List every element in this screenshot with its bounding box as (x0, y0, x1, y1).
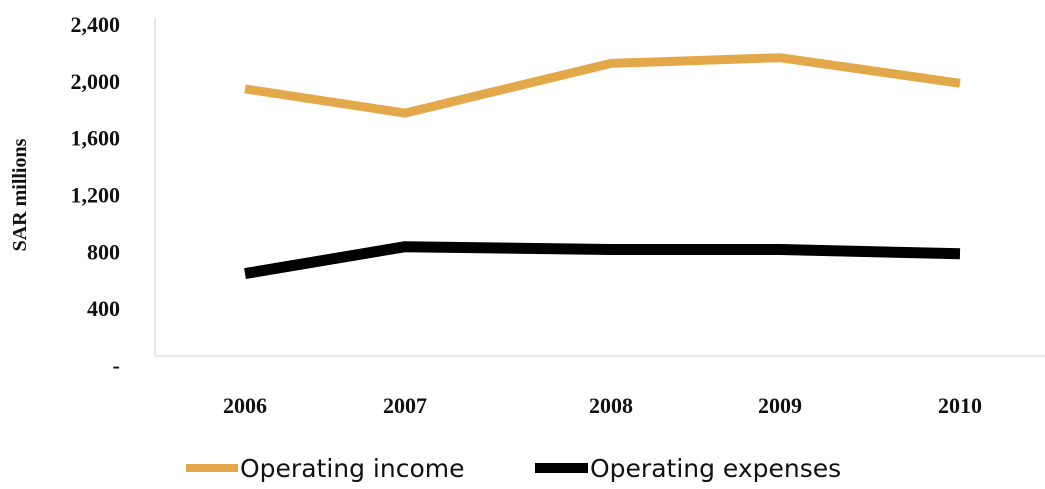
y-axis-ticks: 2,400 2,000 1,600 1,200 800 400 - (71, 12, 121, 378)
series-line-operating-expenses (244, 241, 961, 280)
x-tick-label: 2008 (589, 393, 633, 418)
y-tick-label: 1,200 (71, 183, 121, 208)
x-tick-label: 2007 (383, 393, 427, 418)
x-tick-label: 2006 (223, 393, 267, 418)
y-tick-label: 400 (87, 296, 120, 321)
x-tick-label: 2009 (758, 393, 802, 418)
legend-label: Operating expenses (590, 454, 841, 483)
series-lines (244, 53, 961, 280)
x-tick-label: 2010 (938, 393, 982, 418)
y-tick-label: 800 (87, 239, 120, 264)
y-tick-label: 1,600 (71, 126, 121, 151)
legend-label: Operating income (240, 454, 465, 483)
y-axis-label: SAR millions (9, 138, 31, 251)
y-tick-label: 2,000 (71, 69, 121, 94)
y-tick-label: 2,400 (71, 12, 121, 37)
legend: Operating income Operating expenses (186, 454, 841, 483)
y-tick-label: - (113, 353, 120, 378)
series-line-operating-income (244, 53, 961, 118)
x-axis-ticks: 2006 2007 2008 2009 2010 (223, 393, 982, 418)
